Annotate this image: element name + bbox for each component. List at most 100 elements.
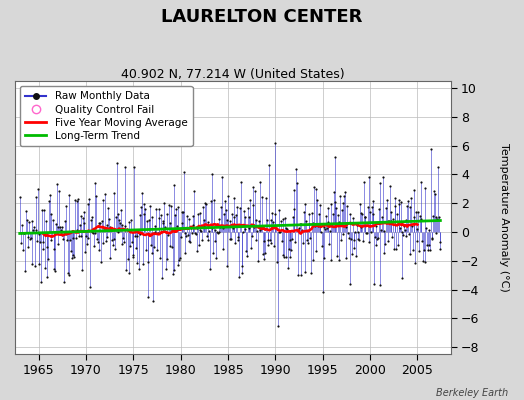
Point	[275, 206, 283, 213]
Point	[22, 208, 30, 214]
Point	[282, 225, 291, 232]
Point	[250, 224, 258, 230]
Point	[291, 239, 299, 245]
Point	[306, 234, 314, 241]
Point	[169, 182, 178, 188]
Point	[301, 269, 310, 276]
Point	[147, 214, 156, 220]
Point	[72, 235, 80, 241]
Point	[298, 227, 307, 233]
Point	[158, 275, 166, 281]
Point	[249, 184, 257, 191]
Point	[320, 255, 328, 261]
Point	[128, 251, 137, 258]
Point	[97, 218, 106, 224]
Point	[412, 226, 421, 232]
Point	[35, 261, 43, 268]
Point	[336, 193, 344, 199]
Point	[411, 260, 419, 266]
Point	[85, 195, 93, 202]
Point	[322, 213, 330, 220]
Point	[192, 248, 201, 254]
Point	[406, 204, 414, 210]
Point	[172, 206, 180, 212]
Point	[116, 220, 124, 226]
Point	[297, 272, 305, 278]
Point	[105, 216, 113, 222]
Point	[326, 256, 335, 263]
Point	[46, 236, 54, 243]
Point	[346, 281, 355, 287]
Point	[115, 217, 123, 224]
Point	[245, 225, 254, 231]
Point	[164, 232, 172, 238]
Point	[435, 239, 444, 246]
Point	[90, 243, 98, 249]
Point	[343, 203, 352, 210]
Point	[147, 242, 155, 248]
Point	[405, 230, 413, 237]
Point	[276, 229, 285, 235]
Point	[17, 230, 26, 236]
Point	[75, 233, 83, 240]
Point	[216, 224, 224, 230]
Point	[303, 236, 311, 243]
Point	[27, 261, 36, 268]
Point	[231, 240, 239, 246]
Title: 40.902 N, 77.214 W (United States): 40.902 N, 77.214 W (United States)	[121, 68, 345, 81]
Point	[18, 222, 26, 228]
Point	[359, 178, 368, 185]
Point	[48, 233, 56, 240]
Point	[139, 260, 147, 267]
Point	[307, 270, 315, 276]
Point	[198, 236, 206, 243]
Point	[224, 193, 232, 200]
Point	[188, 230, 196, 236]
Point	[331, 198, 339, 205]
Point	[323, 225, 331, 231]
Point	[395, 200, 403, 207]
Point	[225, 236, 234, 242]
Point	[111, 246, 119, 252]
Point	[203, 236, 212, 243]
Point	[270, 243, 278, 249]
Y-axis label: Temperature Anomaly (°C): Temperature Anomaly (°C)	[499, 143, 509, 292]
Point	[351, 229, 359, 235]
Point	[135, 266, 143, 272]
Point	[153, 247, 161, 253]
Point	[328, 201, 336, 207]
Point	[139, 210, 148, 217]
Point	[304, 221, 313, 227]
Point	[361, 214, 369, 220]
Point	[260, 238, 269, 244]
Point	[358, 210, 366, 217]
Point	[236, 178, 245, 185]
Point	[342, 254, 350, 261]
Point	[32, 226, 40, 233]
Point	[43, 244, 51, 250]
Point	[247, 233, 256, 239]
Point	[350, 245, 358, 252]
Point	[181, 250, 190, 257]
Point	[158, 218, 167, 224]
Point	[184, 215, 193, 222]
Point	[364, 204, 372, 210]
Point	[136, 231, 144, 238]
Point	[19, 230, 28, 236]
Point	[289, 206, 298, 212]
Point	[225, 223, 233, 230]
Point	[201, 200, 210, 206]
Point	[24, 244, 32, 250]
Point	[140, 201, 149, 207]
Point	[206, 198, 215, 204]
Point	[143, 218, 151, 224]
Point	[281, 214, 289, 221]
Point	[379, 228, 388, 234]
Point	[300, 201, 309, 207]
Point	[60, 279, 68, 286]
Point	[424, 242, 433, 248]
Point	[37, 279, 45, 286]
Point	[268, 210, 277, 216]
Point	[409, 247, 417, 254]
Point	[79, 214, 87, 221]
